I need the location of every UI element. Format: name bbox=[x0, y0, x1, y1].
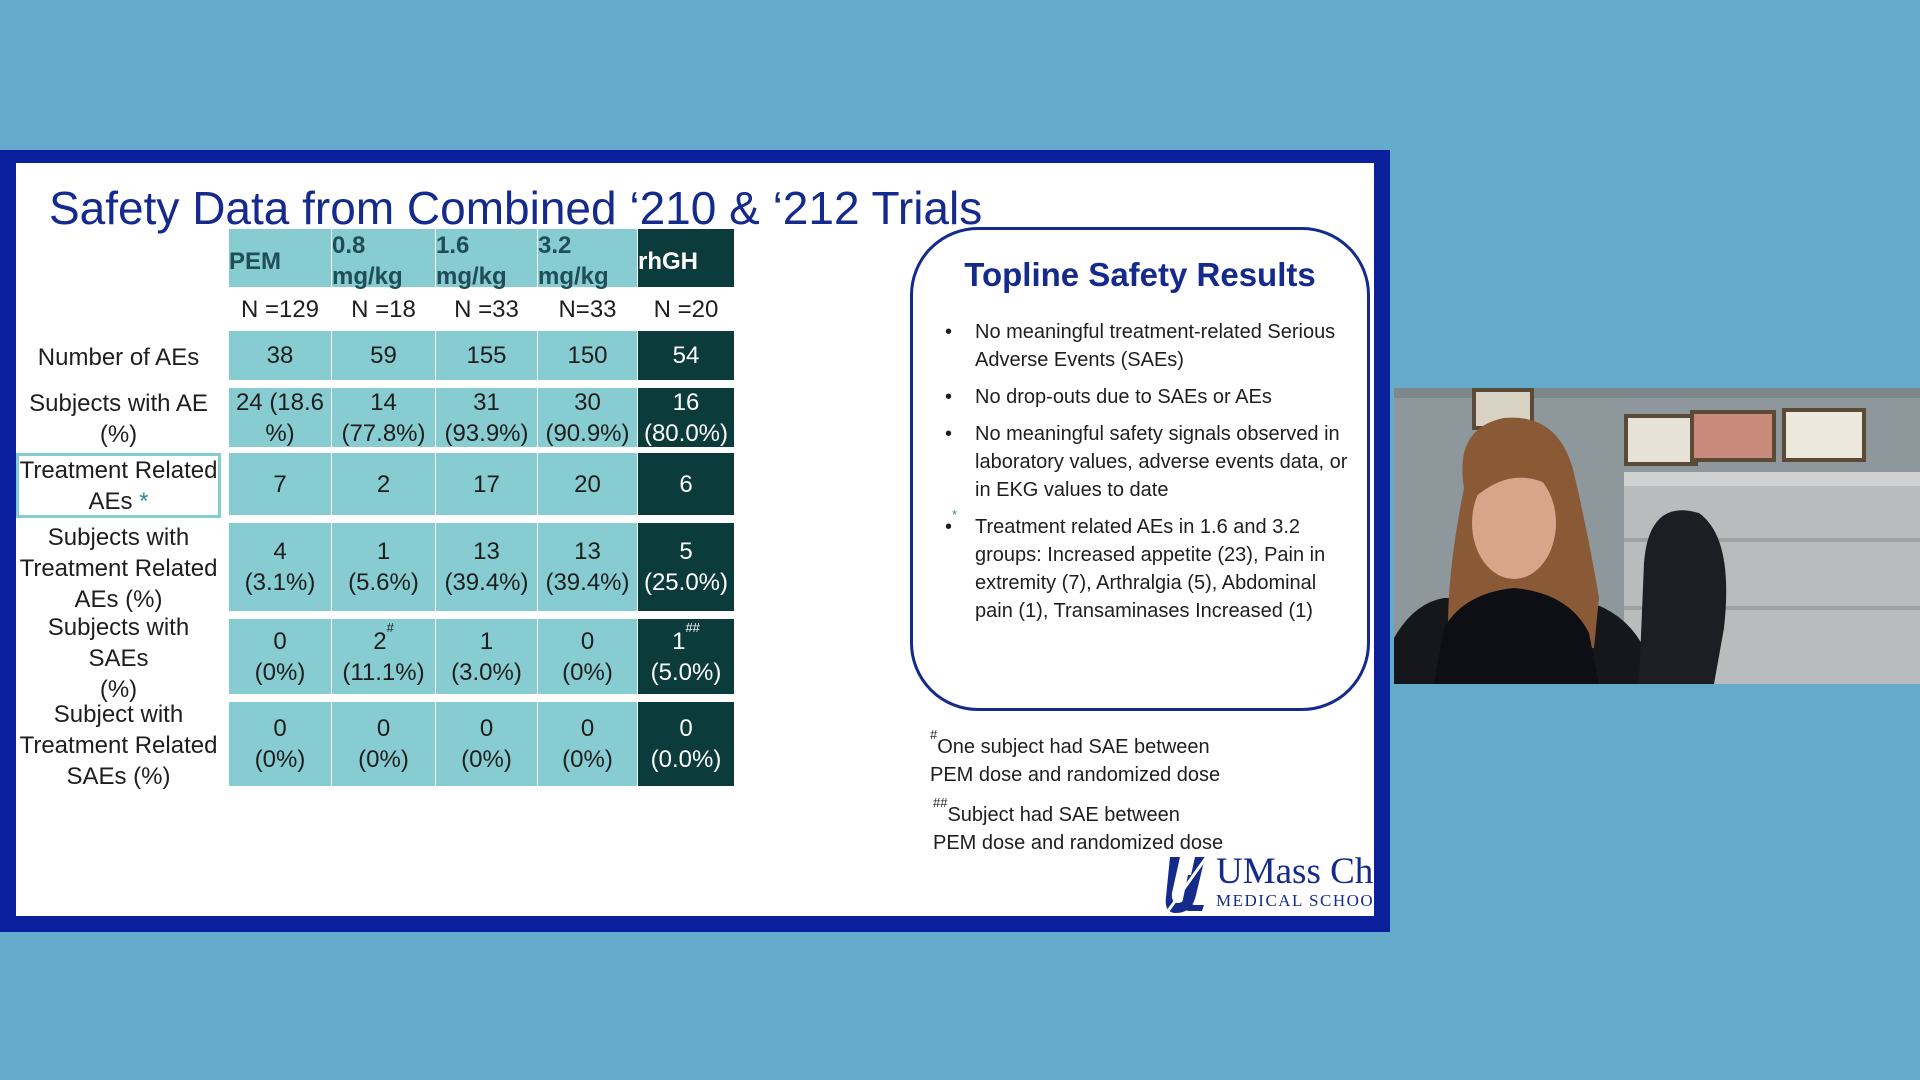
column-n-count: N =20 bbox=[653, 295, 719, 323]
webcam-video-feed bbox=[1394, 388, 1920, 684]
table-cell: 7 bbox=[229, 453, 331, 515]
table-cell: 150 bbox=[538, 331, 637, 380]
table-cell: 54 bbox=[638, 331, 734, 380]
table-cell: 16 (80.0%) bbox=[638, 388, 734, 447]
table-cell: 1 (5.6%) bbox=[332, 523, 435, 611]
logo-name: UMass Chan bbox=[1216, 851, 1374, 892]
table-cell: 0 (0%) bbox=[229, 702, 331, 786]
slide: Safety Data from Combined ‘210 & ‘212 Tr… bbox=[16, 163, 1374, 916]
column-n-count: N =33 bbox=[454, 295, 519, 323]
column-header: rhGH bbox=[638, 229, 734, 287]
table-cell: 0 (0%) bbox=[538, 702, 637, 786]
column-n-count: N =129 bbox=[240, 295, 320, 323]
table-cell: 20 bbox=[538, 453, 637, 515]
footnote-double-hash: ##Subject had SAE between PEM dose and r… bbox=[933, 795, 1224, 854]
table-cell: 0 (0%) bbox=[538, 619, 637, 694]
table-cell: 0 (0%) bbox=[229, 619, 331, 694]
row-label: Subjects with SAEs (%) bbox=[47, 613, 190, 703]
table-cell: 155 bbox=[436, 331, 537, 380]
bullet: • bbox=[945, 386, 953, 408]
bullet: • bbox=[945, 423, 953, 445]
row-label: Subjects with AE (%) bbox=[29, 390, 208, 448]
table-cell: 38 bbox=[229, 331, 331, 380]
topline-item: • No drop-outs due to SAEs or AEs bbox=[937, 383, 1357, 411]
table-cell: 31 (93.9%) bbox=[436, 388, 537, 447]
table-cell: 24 (18.6%) bbox=[229, 388, 331, 447]
column-n-count: N =18 bbox=[351, 295, 416, 323]
table-cell: 4 (3.1%) bbox=[229, 523, 331, 611]
table-cell: 30 (90.9%) bbox=[538, 388, 637, 447]
topline-item: •* Treatment related AEs in 1.6 and 3.2 g… bbox=[945, 507, 1326, 622]
footnote-hash: #One subject had SAE between PEM dose an… bbox=[930, 727, 1221, 786]
column-n-count: N=33 bbox=[558, 295, 617, 323]
topline-list: • No meaningful treatment-related Serious… bbox=[937, 318, 1357, 634]
column-header: 0.8 mg/kg bbox=[332, 229, 435, 290]
table-cell: 0 (0%) bbox=[436, 702, 537, 786]
bullet: •* bbox=[945, 507, 958, 538]
presenter-video-image bbox=[1394, 388, 1920, 684]
row-label: Subject with Treatment Related SAEs (%) bbox=[19, 701, 218, 790]
table-cell: 6 bbox=[638, 453, 734, 515]
row-label: Subjects with Treatment Related AEs (%) bbox=[19, 524, 218, 613]
table-cell: 13 (39.4%) bbox=[436, 523, 537, 611]
bullet: • bbox=[945, 321, 953, 343]
table-cell: 5 (25.0%) bbox=[638, 523, 734, 611]
table-cell: 13 (39.4%) bbox=[538, 523, 637, 611]
umass-chan-logo: UMass Chan MEDICAL SCHOOL bbox=[1164, 853, 1374, 916]
topline-box: Topline Safety Results • No meaningful tr… bbox=[910, 227, 1370, 711]
column-header: 3.2 mg/kg bbox=[538, 229, 637, 290]
table-cell: 0 (0%) bbox=[332, 702, 435, 786]
row-label-highlighted: Treatment Related AEs * bbox=[16, 453, 221, 518]
topline-item: • No meaningful treatment-related Serious… bbox=[937, 318, 1357, 374]
table-cell: 1 (3.0%) bbox=[436, 619, 537, 694]
column-header: 1.6 mg/kg bbox=[436, 229, 537, 290]
column-header: PEM bbox=[229, 229, 331, 287]
table-cell: 0 (0.0%) bbox=[638, 702, 734, 786]
topline-title: Topline Safety Results bbox=[964, 256, 1316, 293]
umass-logo-icon bbox=[1164, 853, 1210, 915]
table-cell: 1## (5.0%) bbox=[638, 619, 734, 694]
table-cell: 17 bbox=[436, 453, 537, 515]
shared-slide-frame: Safety Data from Combined ‘210 & ‘212 Tr… bbox=[0, 150, 1390, 932]
row-label: Number of AEs bbox=[37, 343, 200, 371]
table-cell: 59 bbox=[332, 331, 435, 380]
table-cell: 2 bbox=[332, 453, 435, 515]
table-cell: 14 (77.8%) bbox=[332, 388, 435, 447]
slide-title: Safety Data from Combined ‘210 & ‘212 Tr… bbox=[49, 182, 983, 234]
logo-subtitle: MEDICAL SCHOOL bbox=[1216, 891, 1374, 910]
table-cell: 2# (11.1%) bbox=[332, 619, 435, 694]
topline-item: • No meaningful safety signals observed i… bbox=[937, 420, 1357, 504]
